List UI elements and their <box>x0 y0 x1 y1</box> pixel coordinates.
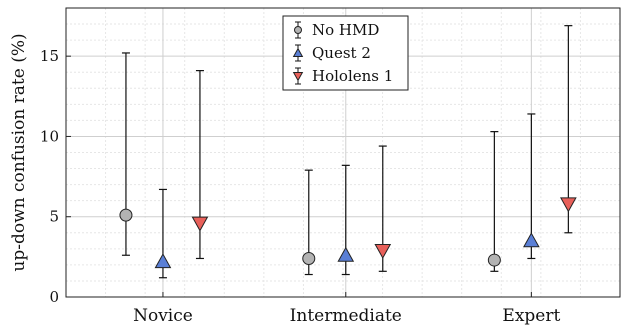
x-category-label: Novice <box>133 306 193 325</box>
legend-marker <box>292 47 304 57</box>
data-point <box>302 251 316 265</box>
legend-item-hololens-1: Hololens 1 <box>292 67 393 85</box>
data-point <box>154 253 172 269</box>
legend-box <box>282 15 409 91</box>
legend-label: Hololens 1 <box>312 67 393 85</box>
data-point <box>374 243 392 259</box>
series-hololens-1 <box>191 25 577 272</box>
data-point <box>560 197 577 213</box>
legend-item-no-hmd: No HMD <box>294 21 379 39</box>
data-point <box>119 208 133 222</box>
data-point <box>487 253 501 267</box>
axis-ticks: 0 5 10 15 Novice Intermediate Expert <box>40 47 561 325</box>
series-no-hmd <box>119 52 501 276</box>
data-point <box>337 246 355 262</box>
y-tick-label: 10 <box>40 127 59 145</box>
x-category-label: Intermediate <box>290 306 402 325</box>
legend: No HMD Quest 2 Hololens 1 <box>282 15 409 91</box>
x-category-label: Expert <box>502 306 560 325</box>
data-point <box>523 232 540 248</box>
legend-label: No HMD <box>312 21 379 39</box>
legend-item-quest-2: Quest 2 <box>292 44 371 62</box>
y-tick-label: 0 <box>49 288 59 306</box>
series-layer <box>119 25 577 279</box>
series-quest-2 <box>154 113 540 279</box>
plot-frame <box>65 7 621 298</box>
legend-marker <box>294 26 302 34</box>
y-axis-label: up-down confusion rate (%) <box>9 33 29 271</box>
legend-marker <box>292 72 304 82</box>
legend-label: Quest 2 <box>312 44 371 62</box>
y-tick-label: 5 <box>49 208 59 226</box>
data-point <box>191 216 209 232</box>
y-tick-label: 15 <box>40 47 59 65</box>
